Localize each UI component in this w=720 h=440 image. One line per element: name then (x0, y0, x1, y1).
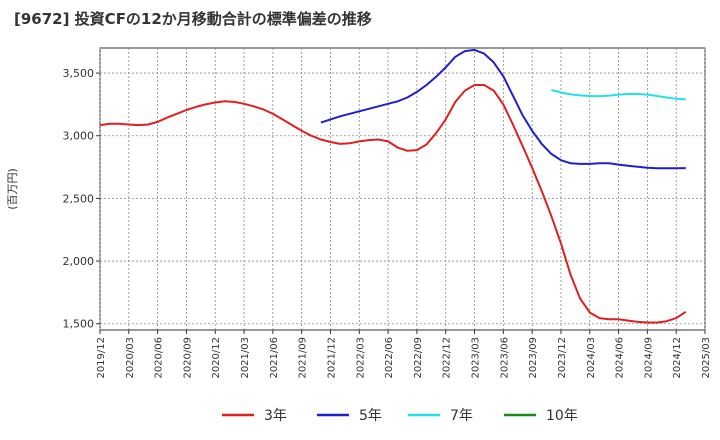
x-tick-label: 2020/12 (211, 337, 222, 379)
x-tick-label: 2023/12 (557, 337, 568, 379)
x-tick-label: 2021/03 (240, 337, 251, 379)
legend-label: 3年 (264, 408, 287, 424)
x-tick-label: 2020/09 (182, 337, 193, 379)
y-tick-label: 1,500 (63, 318, 95, 331)
series-line-0 (99, 84, 687, 324)
x-tick-label: 2021/09 (298, 337, 309, 379)
x-tick-label: 2024/06 (615, 337, 626, 379)
x-tick-label: 2023/03 (471, 337, 482, 379)
series-line-1 (320, 48, 686, 170)
legend-label: 5年 (359, 408, 382, 424)
gridlines (99, 48, 706, 330)
chart-title: [9672] 投資CFの12か月移動合計の標準偏差の推移 (14, 10, 372, 28)
y-tick-label: 2,500 (63, 192, 95, 205)
x-tick-label: 2024/03 (586, 337, 597, 379)
x-tick-label: 2022/09 (413, 337, 424, 379)
plot-area (99, 47, 706, 331)
y-axis-ticks: 1,500 2,000 2,500 3,000 3,500 (63, 67, 100, 331)
x-tick-label: 2019/12 (96, 337, 107, 379)
x-tick-label: 2021/06 (269, 337, 280, 379)
x-tick-label: 2023/06 (499, 337, 510, 379)
x-tick-label: 2023/09 (528, 337, 539, 379)
x-tick-label: 2022/12 (442, 337, 453, 379)
y-tick-label: 3,500 (63, 67, 95, 80)
y-tick-label: 2,000 (63, 255, 95, 268)
legend: 3年 5年 7年 10年 (222, 408, 578, 424)
x-tick-label: 2022/03 (355, 337, 366, 379)
x-tick-label: 2024/12 (672, 337, 683, 379)
legend-label: 7年 (450, 408, 473, 424)
y-axis-label: (百万円) (6, 168, 19, 210)
x-tick-label: 2024/09 (643, 337, 654, 379)
x-tick-label: 2025/03 (701, 337, 712, 379)
y-tick-label: 3,000 (63, 130, 95, 143)
x-tick-label: 2020/03 (125, 337, 136, 379)
legend-label: 10年 (546, 408, 578, 424)
x-axis-ticks: 2019/12 2020/03 2020/06 2020/09 2020/12 2021/… (96, 330, 712, 379)
x-tick-label: 2022/06 (384, 337, 395, 379)
x-tick-label: 2020/06 (154, 337, 165, 379)
x-tick-label: 2021/12 (326, 337, 337, 379)
series-lines (99, 48, 687, 324)
series-line-2 (551, 89, 686, 101)
